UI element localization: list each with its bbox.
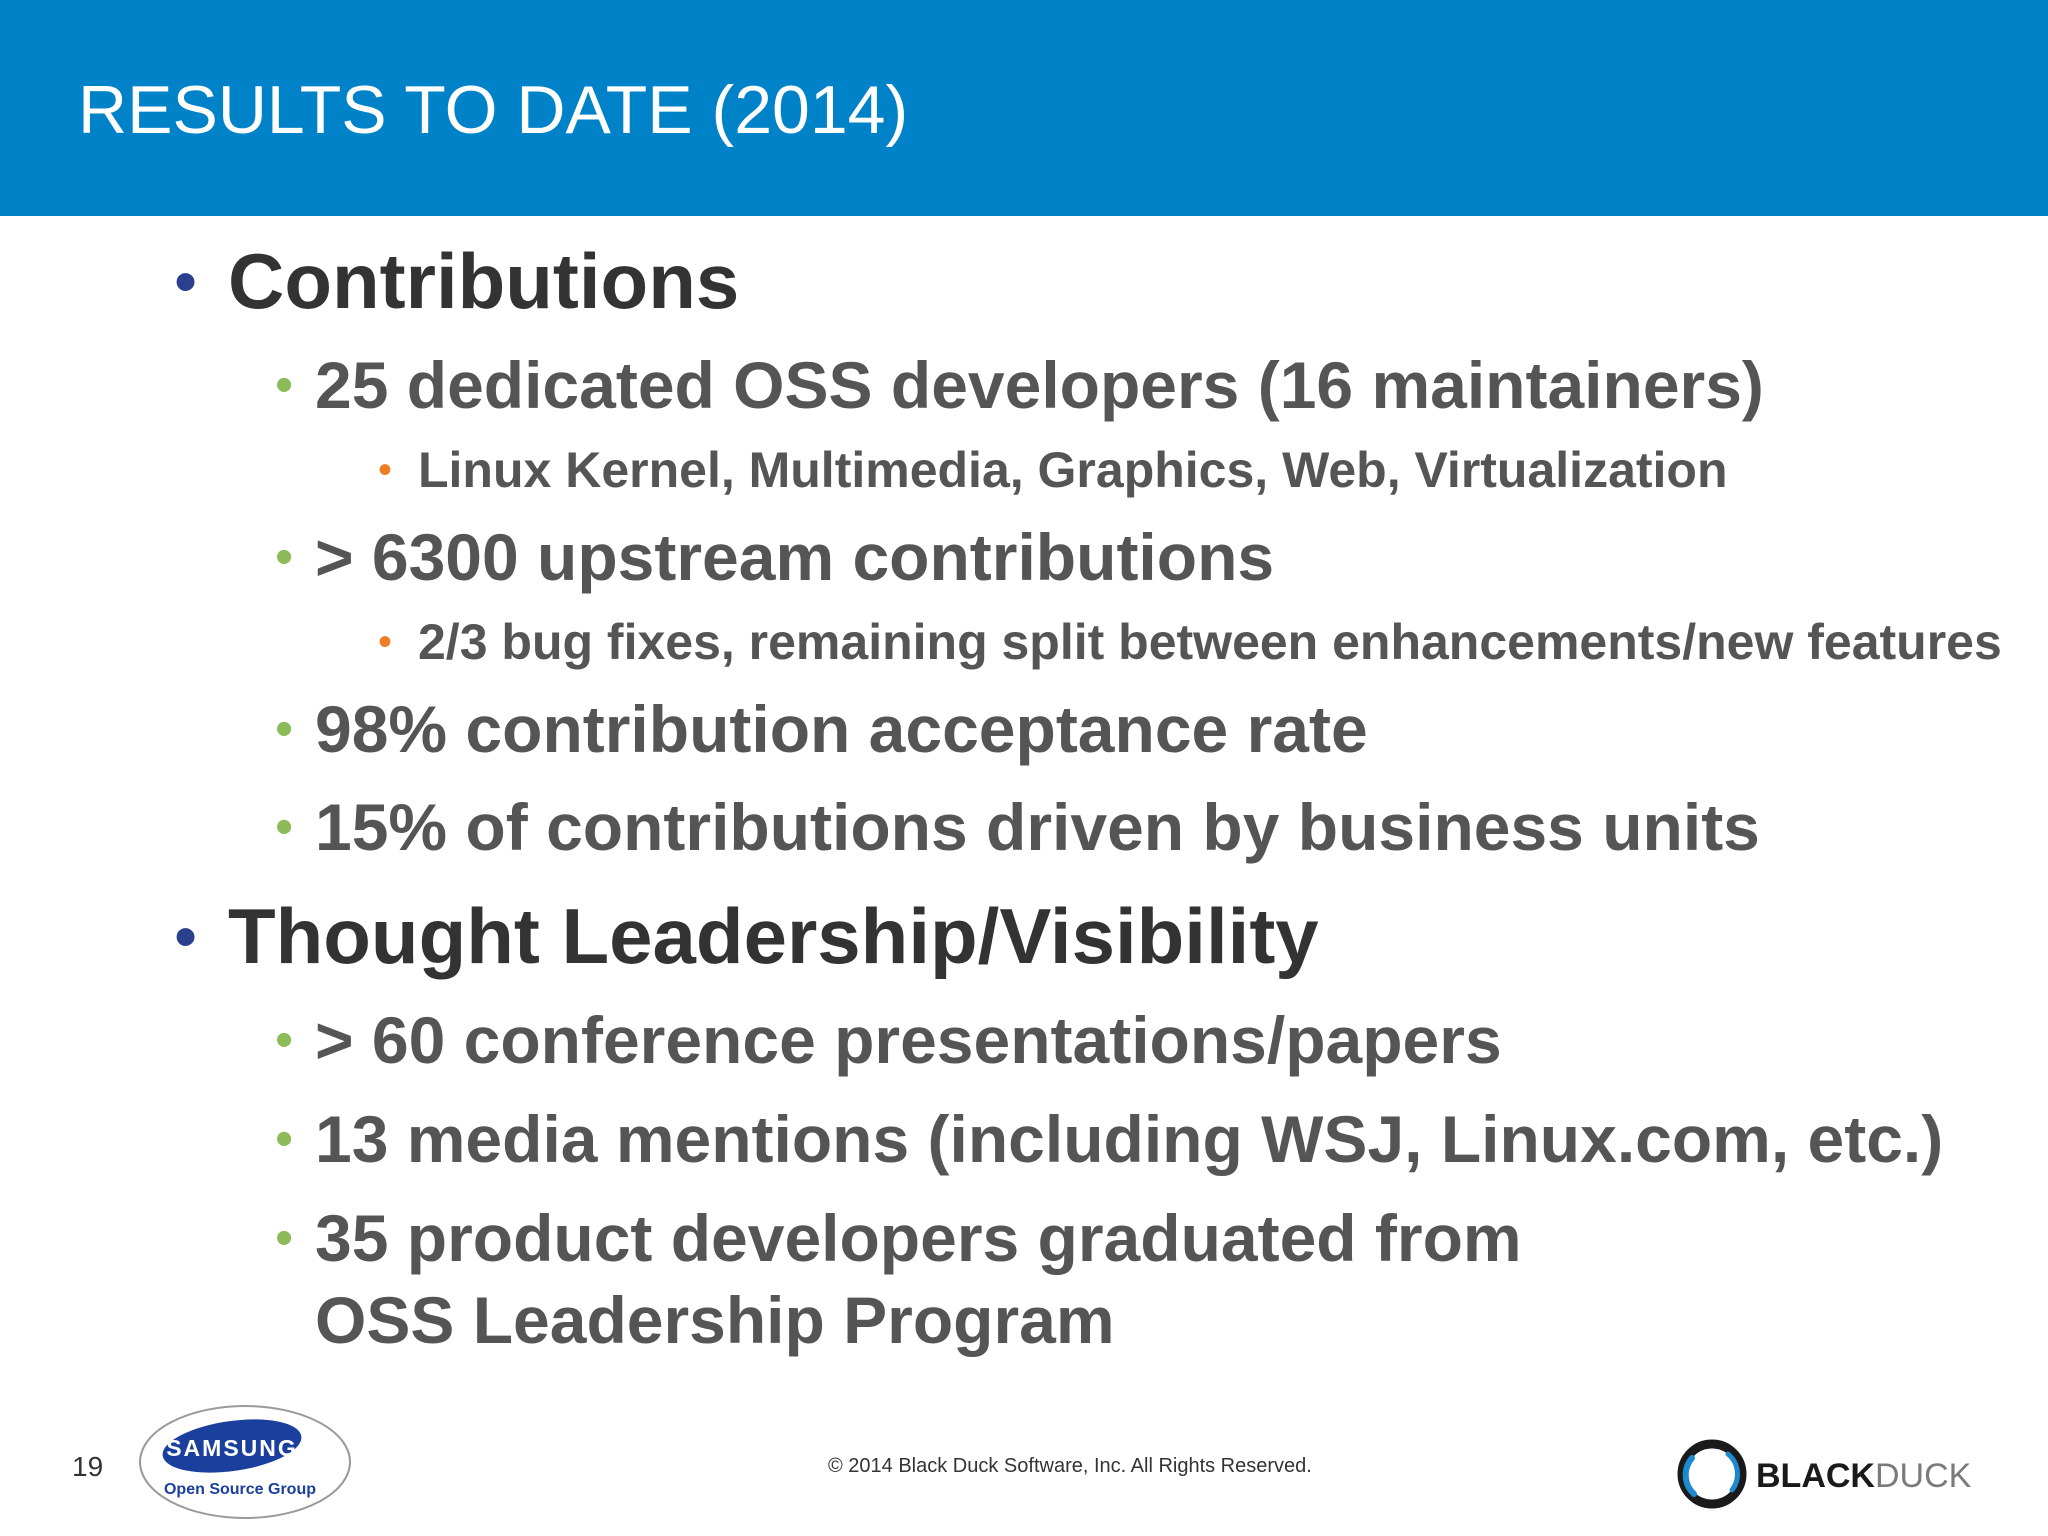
- bullet-dot-icon: •: [275, 1110, 294, 1168]
- samsung-brand-text: SAMSUNG: [166, 1435, 298, 1461]
- bullet-text: > 60 conference presentations/papers: [315, 1003, 1502, 1077]
- bullet-text: > 6300 upstream contributions: [315, 520, 1275, 594]
- blackduck-logo: BLACKDUCK: [1677, 1439, 1972, 1509]
- bullet-item: • 25 dedicated OSS developers (16 mainta…: [275, 346, 1764, 424]
- bullet-text: 25 dedicated OSS developers (16 maintain…: [315, 348, 1764, 422]
- bullet-text: 35 product developers graduated from: [315, 1201, 1522, 1275]
- bullet-text: OSS Leadership Program: [315, 1283, 1115, 1357]
- bullet-dot-icon: •: [174, 899, 198, 973]
- bullet-item: • Linux Kernel, Multimedia, Graphics, We…: [378, 440, 1728, 500]
- bullet-continuation: OSS Leadership Program: [315, 1281, 1115, 1359]
- copyright-notice: © 2014 Black Duck Software, Inc. All Rig…: [828, 1455, 1312, 1477]
- samsung-sub-text: Open Source Group: [164, 1481, 316, 1498]
- bullet-dot-icon: •: [378, 448, 393, 492]
- blackduck-light-text: DUCK: [1875, 1457, 1972, 1495]
- slide-title: RESULTS TO DATE (2014): [78, 72, 909, 148]
- blackduck-bold-text: BLACK: [1756, 1457, 1875, 1495]
- bullet-text: 98% contribution acceptance rate: [315, 692, 1368, 766]
- bullet-dot-icon: •: [275, 356, 294, 414]
- bullet-dot-icon: •: [275, 700, 294, 758]
- bullet-item: • 2/3 bug fixes, remaining split between…: [378, 612, 2002, 672]
- slide-header: RESULTS TO DATE (2014): [0, 0, 2048, 216]
- bullet-item: • 98% contribution acceptance rate: [275, 690, 1368, 768]
- bullet-dot-icon: •: [275, 1011, 294, 1069]
- bullet-text: 13 media mentions (including WSJ, Linux.…: [315, 1102, 1944, 1176]
- bullet-text: 15% of contributions driven by business …: [315, 790, 1760, 864]
- bullet-text: Thought Leadership/Visibility: [228, 892, 1319, 980]
- bullet-item: • 15% of contributions driven by busines…: [275, 788, 1760, 866]
- bullet-item: • Thought Leadership/Visibility: [174, 891, 1319, 981]
- bullet-item: • > 6300 upstream contributions: [275, 518, 1275, 596]
- bullet-text: 2/3 bug fixes, remaining split between e…: [418, 614, 2002, 670]
- svg-text:BLACKDUCK: BLACKDUCK: [1756, 1457, 1972, 1495]
- bullet-dot-icon: •: [275, 528, 294, 586]
- samsung-open-source-group-logo: SAMSUNG Open Source Group: [139, 1405, 351, 1519]
- bullet-item: • 13 media mentions (including WSJ, Linu…: [275, 1100, 1944, 1178]
- bullet-dot-icon: •: [378, 620, 393, 664]
- page-number: 19: [72, 1451, 104, 1482]
- bullet-dot-icon: •: [275, 1209, 294, 1267]
- bullet-item: • 35 product developers graduated from: [275, 1199, 1522, 1277]
- bullet-dot-icon: •: [174, 244, 198, 318]
- bullet-dot-icon: •: [275, 798, 294, 856]
- bullet-item: • > 60 conference presentations/papers: [275, 1001, 1502, 1079]
- bullet-text: Linux Kernel, Multimedia, Graphics, Web,…: [418, 442, 1728, 498]
- bullet-item: • Contributions: [174, 236, 740, 326]
- bullet-text: Contributions: [228, 237, 740, 325]
